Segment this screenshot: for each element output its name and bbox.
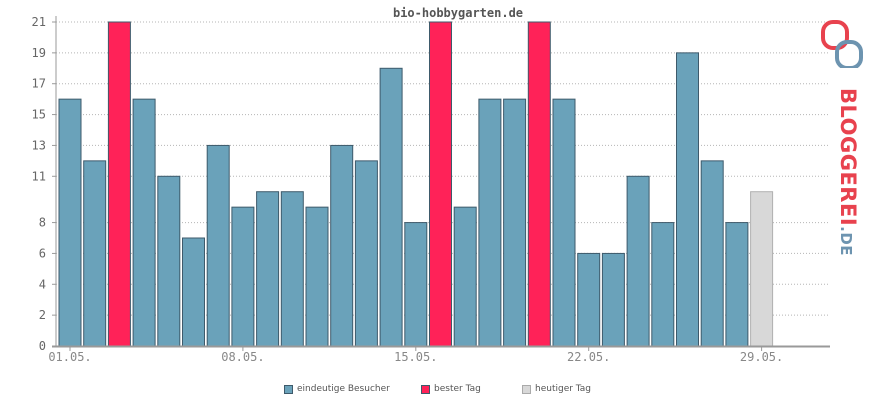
bar-16.05. [429,21,452,347]
bar-series [58,21,774,347]
bar-27.05. [700,160,724,347]
y-tick-label: 2 [39,308,46,322]
x-axis-ticks: 01.05. 08.05. 15.05. 22.05. 29.05. [48,347,783,364]
bloggerei-logo-text: BLOGGEREI.DE [836,88,860,256]
bar-09.05. [256,191,280,347]
chart-legend: eindeutige Besucher bester Tag heutiger … [0,384,870,400]
bar-08.05. [231,206,255,347]
x-tick-label: 22.05. [567,350,610,364]
bar-05.05. [157,175,181,347]
chart-title: bio-hobbygarten.de [393,6,523,20]
bar-02.05. [83,160,107,347]
bar-13.05. [354,160,378,347]
bar-24.05. [626,175,650,347]
x-tick-label: 15.05. [394,350,437,364]
bar-14.05. [379,67,403,347]
y-tick-label: 19 [32,46,46,60]
y-tick-label: 21 [32,15,46,29]
bar-06.05. [182,237,205,347]
y-tick-label: 13 [32,138,46,152]
bar-19.05. [503,98,527,347]
bar-25.05. [651,222,675,347]
bloggerei-logo-icon [821,20,863,68]
bar-07.05. [206,144,230,347]
bloggerei-logo: BLOGGEREI.DE [815,18,870,256]
bar-18.05. [478,98,502,347]
legend-label-today: heutiger Tag [535,384,592,394]
bar-28.05. [725,222,749,347]
legend-item-best-day: bester Tag [421,384,481,394]
y-tick-label: 4 [39,277,46,291]
y-tick-label: 17 [32,77,46,91]
x-tick-label: 29.05. [740,350,783,364]
bar-10.05. [280,191,304,347]
y-tick-label: 8 [39,216,46,230]
y-tick-label: 11 [32,169,46,183]
bar-15.05. [404,222,428,347]
bar-20.05. [527,21,551,347]
bar-29.05. [750,191,774,347]
y-tick-label: 0 [39,339,46,353]
x-tick-label: 08.05. [221,350,264,364]
chart-axes [52,16,830,348]
visitor-bar-chart: bio-hobbygarten.de 0 2 4 6 8 11 13 15 17 19 21 01.… [32,6,830,364]
legend-label-best-day: bester Tag [434,384,481,394]
legend-swatch-grey [522,384,531,394]
bar-26.05. [676,52,699,347]
bloggerei-suffix: .DE [837,226,855,257]
bar-17.05. [453,206,477,347]
bar-21.05. [552,98,576,347]
legend-item-today: heutiger Tag [522,384,591,394]
bar-03.05. [107,21,131,347]
bar-11.05. [305,206,329,347]
legend-item-unique-visitors: eindeutige Besucher [284,384,390,394]
bar-22.05. [577,252,601,347]
y-tick-label: 6 [39,246,46,260]
y-axis-ticks: 0 2 4 6 8 11 13 15 17 19 21 [32,15,56,353]
legend-label-unique-visitors: eindeutige Besucher [297,384,390,394]
bloggerei-word: BLOGGEREI [836,88,860,227]
bar-04.05. [132,98,156,347]
legend-swatch-red [421,384,430,394]
bar-01.05. [58,98,82,347]
x-tick-label: 01.05. [48,350,91,364]
bar-23.05. [601,252,625,347]
bar-12.05. [330,144,354,347]
y-tick-label: 15 [32,108,46,122]
legend-swatch-blue [284,384,293,394]
